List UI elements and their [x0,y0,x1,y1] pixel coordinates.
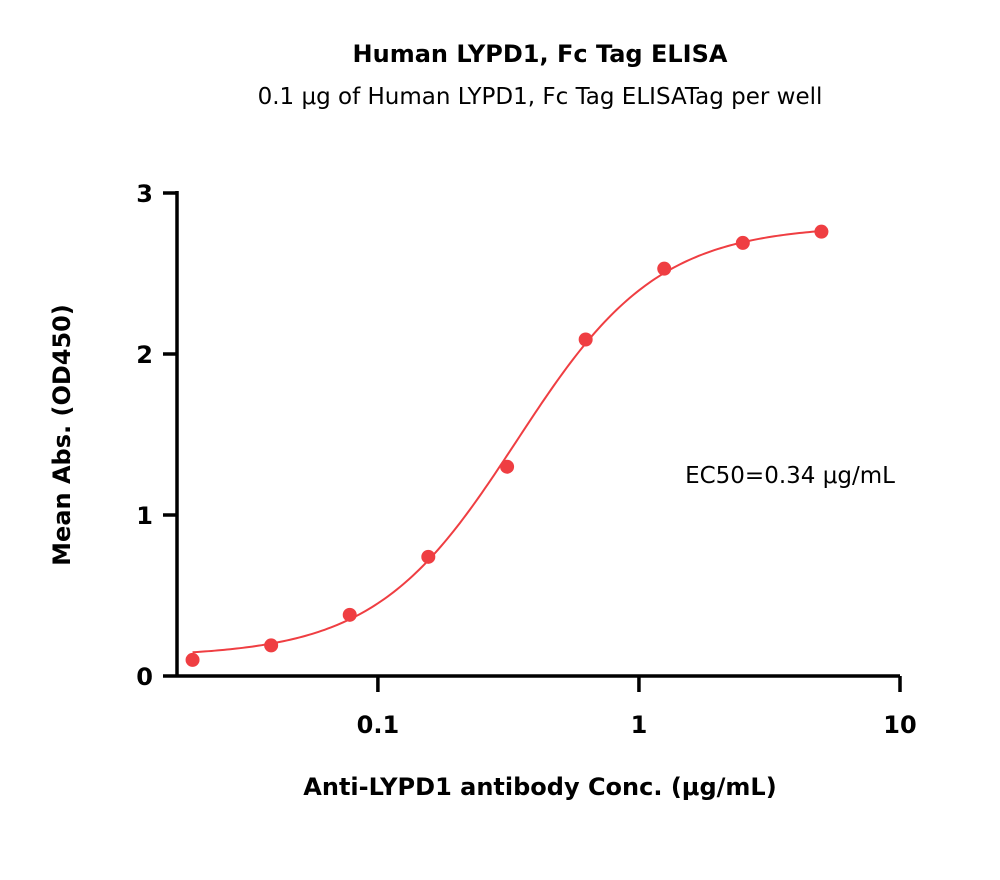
fit-curve [192,229,822,654]
y-axis-label: Mean Abs. (OD450) [48,304,76,566]
data-point [814,224,829,239]
y-tick-label: 0 [136,663,153,691]
x-tick-label: 1 [631,711,648,739]
data-point [421,549,436,564]
chart-subtitle: 0.1 μg of Human LYPD1, Fc Tag ELISATag p… [258,84,823,110]
data-point [657,261,672,276]
y-tick-label: 3 [136,180,153,208]
data-point [185,652,200,667]
y-tick-label: 2 [136,341,153,369]
x-tick-label: 0.1 [357,711,400,739]
x-tick-label: 10 [883,711,916,739]
data-points-layer [185,224,829,667]
ec50-annotation: EC50=0.34 μg/mL [685,463,895,489]
data-point [264,638,279,653]
data-point [500,459,515,474]
x-axis-label: Anti-LYPD1 antibody Conc. (μg/mL) [303,773,776,801]
chart-title: Human LYPD1, Fc Tag ELISA [353,40,728,68]
data-point [578,332,593,347]
axes: 0 1 2 3 0.1 1 10 [136,180,916,739]
fit-curve-layer [192,229,822,654]
data-point [342,607,357,622]
y-tick-label: 1 [136,502,153,530]
data-point [735,235,750,250]
